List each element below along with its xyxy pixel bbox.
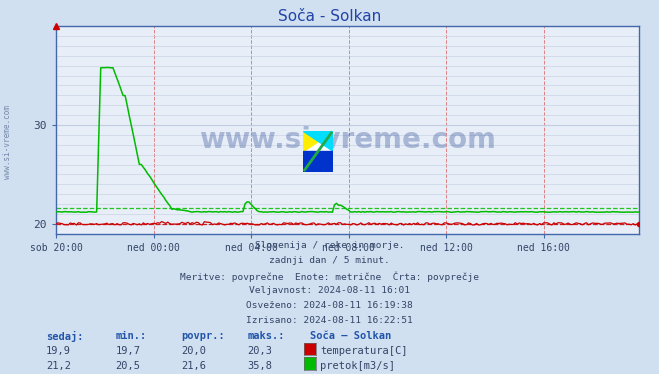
Text: 20,0: 20,0 [181, 346, 206, 356]
Polygon shape [303, 131, 333, 151]
Text: min.:: min.: [115, 331, 146, 341]
Text: 21,6: 21,6 [181, 361, 206, 371]
Text: www.si-vreme.com: www.si-vreme.com [199, 126, 496, 154]
Polygon shape [303, 131, 333, 151]
Text: povpr.:: povpr.: [181, 331, 225, 341]
Text: 20,5: 20,5 [115, 361, 140, 371]
Text: Soča - Solkan: Soča - Solkan [278, 9, 381, 24]
Text: zadnji dan / 5 minut.: zadnji dan / 5 minut. [269, 256, 390, 265]
Text: pretok[m3/s]: pretok[m3/s] [320, 361, 395, 371]
Text: 20,3: 20,3 [247, 346, 272, 356]
Text: Soča – Solkan: Soča – Solkan [310, 331, 391, 341]
Text: temperatura[C]: temperatura[C] [320, 346, 408, 356]
Polygon shape [303, 151, 333, 172]
Text: www.si-vreme.com: www.si-vreme.com [3, 105, 13, 179]
Text: 21,2: 21,2 [46, 361, 71, 371]
Text: Osveženo: 2024-08-11 16:19:38: Osveženo: 2024-08-11 16:19:38 [246, 301, 413, 310]
Text: Veljavnost: 2024-08-11 16:01: Veljavnost: 2024-08-11 16:01 [249, 286, 410, 295]
Text: 19,9: 19,9 [46, 346, 71, 356]
Text: 35,8: 35,8 [247, 361, 272, 371]
Text: Izrisano: 2024-08-11 16:22:51: Izrisano: 2024-08-11 16:22:51 [246, 316, 413, 325]
Text: maks.:: maks.: [247, 331, 285, 341]
Text: Meritve: povprečne  Enote: metrične  Črta: povprečje: Meritve: povprečne Enote: metrične Črta:… [180, 271, 479, 282]
Text: 19,7: 19,7 [115, 346, 140, 356]
Text: Slovenija / reke in morje.: Slovenija / reke in morje. [255, 241, 404, 250]
Text: sedaj:: sedaj: [46, 331, 84, 342]
